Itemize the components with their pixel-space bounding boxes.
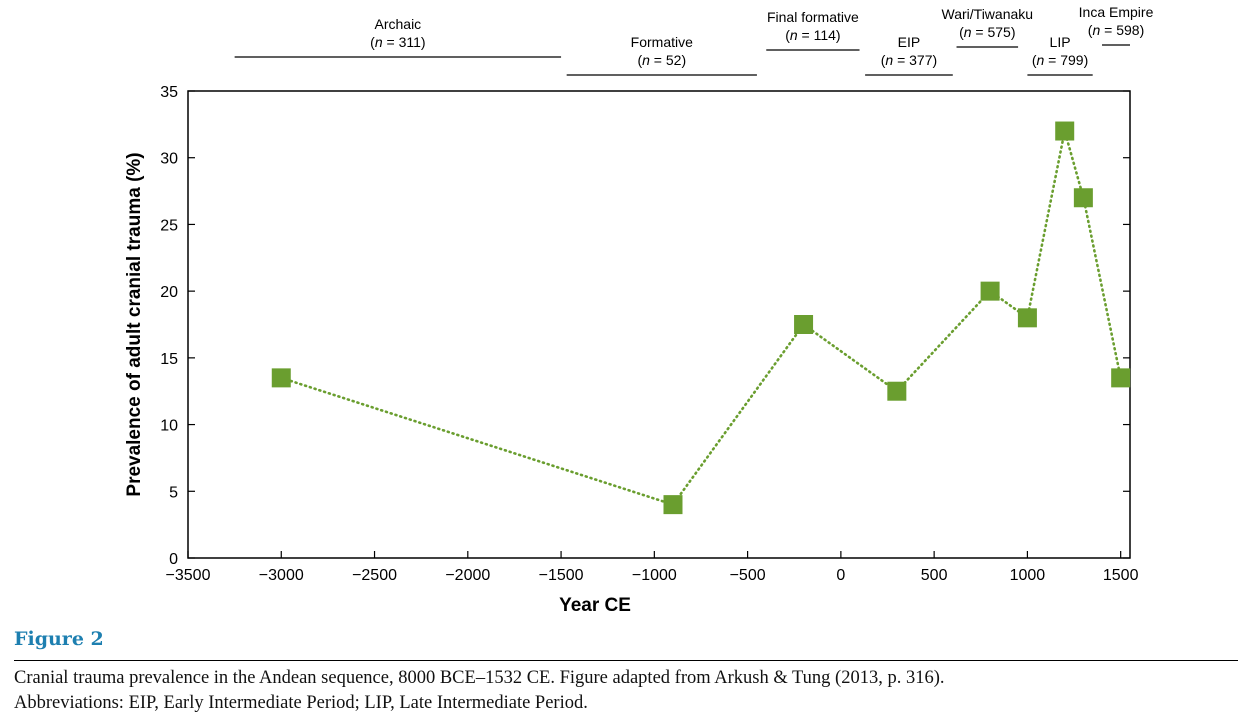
figure-label: Figure 2 — [14, 628, 104, 650]
x-tick-label: −2000 — [445, 567, 490, 584]
x-tick-label: −3500 — [166, 567, 211, 584]
data-point — [980, 281, 1000, 301]
x-tick-label: −1500 — [539, 567, 584, 584]
data-point — [271, 368, 291, 388]
data-point — [887, 381, 907, 401]
x-tick-label: −500 — [730, 567, 766, 584]
data-point — [794, 315, 814, 334]
y-axis-label: Prevalence of adult cranial trauma (%) — [124, 152, 145, 496]
data-point — [1055, 121, 1075, 141]
y-tick-label: 25 — [160, 217, 178, 234]
caption-line-1: Cranial trauma prevalence in the Andean … — [14, 668, 945, 688]
data-point — [663, 495, 683, 515]
x-tick-label: −2500 — [352, 567, 397, 584]
y-tick-label: 35 — [160, 84, 178, 101]
y-tick-label: 10 — [160, 418, 178, 435]
caption-line-2: Abbreviations: EIP, Early Intermediate P… — [14, 693, 588, 713]
x-tick-label: 1000 — [1010, 567, 1046, 584]
period-name: Final formative — [767, 9, 859, 25]
period-name: EIP — [898, 34, 921, 50]
period-count: (n = 377) — [881, 52, 937, 68]
data-point — [1073, 188, 1093, 208]
data-point — [1111, 368, 1131, 388]
x-tick-label: −1000 — [632, 567, 677, 584]
y-tick-label: 20 — [160, 284, 178, 301]
period-count: (n = 799) — [1032, 52, 1088, 68]
figure-caption: Cranial trauma prevalence in the Andean … — [14, 666, 1224, 716]
chart: −3500 −3000 −2500 −2000 −1500 −1000 −500 0 500 10… — [124, 4, 1154, 616]
period-count: (n = 114) — [785, 27, 840, 43]
x-tick-label: 0 — [836, 567, 845, 584]
period-count: (n = 311) — [370, 34, 425, 50]
x-axis-label: Year CE — [559, 595, 631, 616]
y-tick-label: 30 — [160, 151, 178, 168]
period-name: Formative — [631, 34, 693, 50]
period-name: Inca Empire — [1079, 4, 1154, 20]
caption-divider — [14, 660, 1238, 661]
period-count: (n = 52) — [637, 52, 686, 68]
series-line — [279, 130, 1122, 507]
period-name: Wari/Tiwanaku — [942, 6, 1034, 22]
y-tick-label: 15 — [160, 351, 178, 368]
x-tick-label: −3000 — [259, 567, 304, 584]
data-point — [1017, 308, 1037, 328]
period-name: LIP — [1050, 34, 1071, 50]
period-count: (n = 575) — [959, 24, 1015, 40]
plot-frame — [187, 90, 1131, 559]
y-tick-label: 0 — [169, 551, 178, 568]
period-count: (n = 598) — [1088, 22, 1144, 38]
x-tick-label: 500 — [921, 567, 948, 584]
y-tick-label: 5 — [169, 484, 178, 501]
x-tick-label: 1500 — [1103, 567, 1139, 584]
period-name: Archaic — [375, 16, 422, 32]
